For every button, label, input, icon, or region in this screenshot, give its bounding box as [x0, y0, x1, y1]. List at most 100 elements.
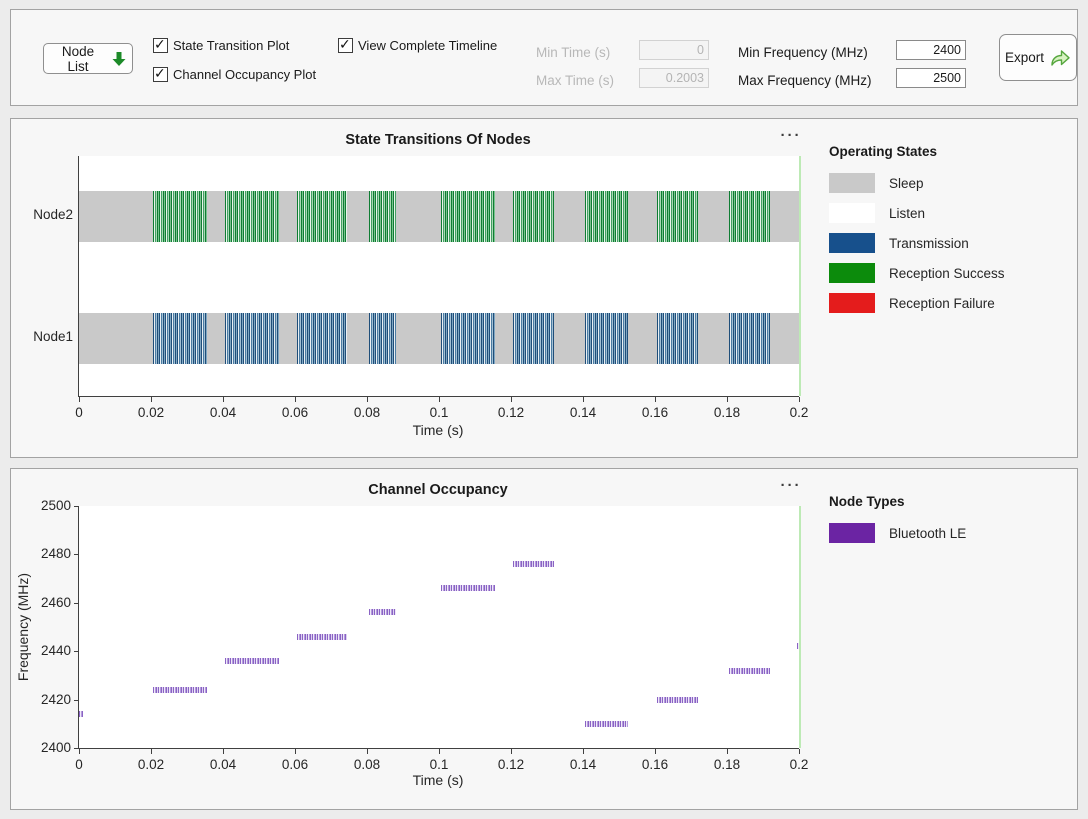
state-activity-burst — [368, 190, 396, 242]
min-frequency-input[interactable] — [896, 40, 966, 60]
bluetooth-le-occupancy-segment — [584, 720, 628, 727]
state-activity-burst — [368, 312, 396, 364]
bluetooth-le-label: Bluetooth LE — [889, 525, 967, 541]
x-tick-mark — [583, 397, 584, 402]
bluetooth-le-occupancy-segment — [79, 711, 83, 718]
checkbox-row-state-transition-plot[interactable]: State Transition Plot — [153, 36, 290, 53]
x-tick-label: 0.02 — [137, 757, 165, 772]
state-activity-burst — [584, 190, 628, 242]
checkbox-row-channel-occupancy-plot[interactable]: Channel Occupancy Plot — [153, 65, 317, 82]
state-activity-burst — [512, 190, 555, 242]
operating-states-legend-title: Operating States — [829, 144, 938, 159]
x-tick-mark — [439, 397, 440, 402]
sleep-label: Sleep — [889, 175, 924, 191]
channel-occupancy-panel: Channel Occupancy ··· Frequency (MHz) 0 0… — [10, 468, 1078, 810]
node-label: Node1 — [33, 329, 73, 344]
state-activity-burst — [224, 190, 279, 242]
state-activity-burst — [584, 312, 628, 364]
bluetooth-le-occupancy-segment — [296, 633, 348, 640]
state-activity-burst — [440, 312, 495, 364]
x-tick-label: 0.14 — [569, 405, 597, 420]
node-list-button[interactable]: Node List — [43, 43, 133, 74]
view-complete-timeline-label: View Complete Timeline — [358, 38, 498, 53]
bluetooth-le-swatch — [829, 523, 875, 543]
channel-occupancy-plot-checkbox[interactable] — [153, 65, 168, 82]
state-activity-burst — [728, 312, 771, 364]
state-transition-plot-checkbox[interactable] — [153, 36, 168, 53]
x-tick-label: 0.18 — [713, 757, 741, 772]
occupancy-chart-title: Channel Occupancy — [368, 482, 508, 498]
export-button[interactable]: Export — [999, 34, 1077, 81]
y-tick-mark — [74, 506, 79, 507]
state-activity-burst — [152, 190, 207, 242]
x-tick-label: 0.14 — [569, 757, 597, 772]
occupancy-chart-y-axis-label: Frequency (MHz) — [15, 572, 31, 682]
state-chart-title: State Transitions Of Nodes — [345, 132, 531, 148]
node-types-legend: Node Types Bluetooth LE — [829, 494, 966, 553]
y-tick-label: 2500 — [40, 498, 71, 513]
x-tick-mark — [295, 397, 296, 402]
state-transition-plot-label: State Transition Plot — [173, 38, 290, 53]
y-tick-mark — [74, 554, 79, 556]
listen-swatch — [829, 203, 875, 223]
x-tick-label: 0.1 — [429, 405, 449, 420]
state-activity-burst — [512, 312, 555, 364]
x-tick-label: 0.08 — [353, 405, 381, 420]
y-tick-label: 2460 — [40, 594, 71, 610]
bluetooth-le-occupancy-segment — [224, 657, 279, 664]
legend-item-listen: Listen — [829, 203, 1005, 223]
max-time-input[interactable] — [639, 68, 709, 88]
state-activity-burst — [296, 190, 348, 242]
bluetooth-le-occupancy-segment — [512, 561, 555, 568]
ellipsis-menu-icon[interactable]: ··· — [780, 477, 802, 494]
x-tick-mark — [79, 749, 80, 754]
x-tick-label: 0.04 — [209, 405, 237, 420]
x-tick-mark — [295, 749, 296, 754]
timeline-end-marker — [799, 506, 801, 748]
x-tick-mark — [655, 749, 656, 754]
occupancy-chart-plot-area: Frequency (MHz) 0 0.02 0.04 0.06 0.08 0.1 0.12… — [15, 498, 808, 772]
reception-success-swatch — [829, 263, 875, 283]
y-tick-label: 2440 — [40, 643, 71, 659]
y-tick-label: 2480 — [40, 546, 71, 562]
y-tick-label: 2400 — [40, 740, 71, 755]
channel-occupancy-plot-label: Channel Occupancy Plot — [173, 67, 317, 82]
x-tick-mark — [151, 397, 152, 402]
min-time-label: Min Time (s) — [536, 45, 611, 60]
y-tick-mark — [74, 748, 79, 749]
reception-failure-label: Reception Failure — [889, 295, 995, 311]
x-tick-label: 0.16 — [641, 757, 669, 772]
state-activity-burst — [296, 312, 348, 364]
state-activity-burst — [656, 190, 699, 242]
x-tick-mark — [79, 397, 80, 402]
toolbar-panel: Node List State Transition Plot Channel … — [10, 9, 1078, 106]
x-tick-label: 0.18 — [713, 405, 741, 420]
legend-item-reception-failure: Reception Failure — [829, 293, 1005, 313]
checkbox-row-view-complete-timeline[interactable]: View Complete Timeline — [338, 36, 498, 53]
state-activity-burst — [440, 190, 495, 242]
min-time-input[interactable] — [639, 40, 709, 60]
y-tick-mark — [74, 651, 79, 653]
x-tick-mark — [439, 749, 440, 754]
x-tick-label: 0.06 — [281, 757, 309, 772]
bluetooth-le-occupancy-segment — [440, 585, 495, 592]
timeline-end-marker — [799, 156, 801, 396]
legend-item-reception-success: Reception Success — [829, 263, 1005, 283]
max-frequency-label: Max Frequency (MHz) — [738, 73, 872, 88]
x-tick-label: 0.12 — [497, 405, 525, 420]
x-tick-label: 0 — [75, 757, 83, 772]
x-tick-label: 0.1 — [429, 757, 449, 772]
node-list-label: Node List — [61, 43, 95, 74]
max-frequency-input[interactable] — [896, 68, 966, 88]
x-tick-label: 0.2 — [789, 757, 809, 772]
ellipsis-menu-icon[interactable]: ··· — [780, 127, 802, 144]
view-complete-timeline-checkbox[interactable] — [338, 36, 353, 53]
reception-failure-swatch — [829, 293, 875, 313]
x-tick-mark — [799, 397, 800, 402]
state-activity-burst — [152, 312, 207, 364]
operating-states-legend: Operating States Sleep Listen Transmissi… — [829, 144, 1005, 323]
occupancy-chart-x-axis-label: Time (s) — [412, 772, 464, 788]
x-tick-mark — [151, 749, 152, 754]
max-time-label: Max Time (s) — [536, 73, 615, 88]
